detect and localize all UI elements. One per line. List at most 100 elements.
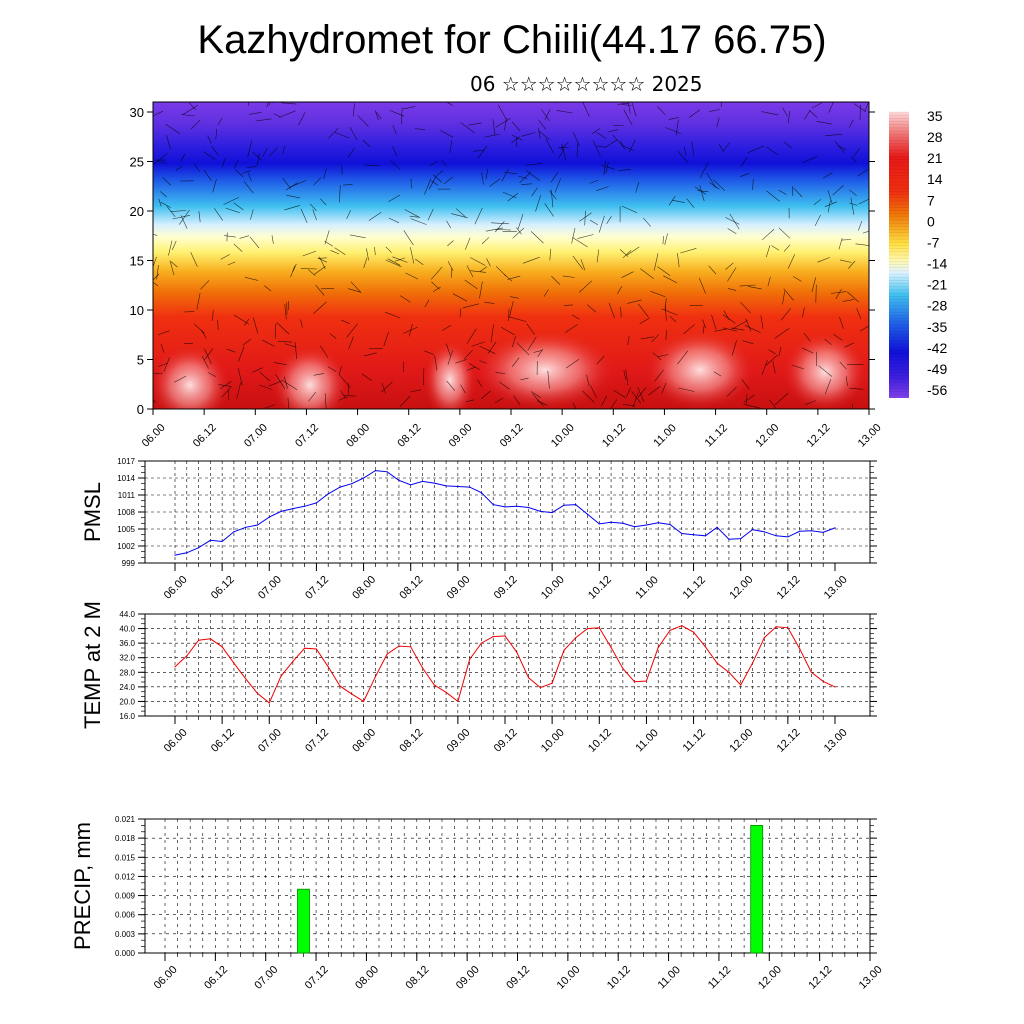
data-point: [728, 538, 730, 540]
wind-barb: [727, 228, 737, 234]
y-tick-label: 1005: [117, 525, 135, 534]
wind-barb: [244, 277, 259, 281]
wind-barb: [791, 364, 805, 370]
wind-barb: [725, 262, 734, 270]
wind-barb: [621, 271, 634, 278]
data-point: [386, 471, 388, 473]
x-tick-label: 09.12: [492, 727, 520, 755]
wind-barb: [740, 301, 751, 314]
wind-barb: [844, 342, 855, 348]
wind-barb: [661, 308, 678, 316]
wind-barb: [170, 210, 187, 212]
wind-barb: [294, 342, 298, 360]
wind-barb: [532, 393, 544, 407]
wind-barb: [334, 132, 350, 139]
wind-barb: [220, 381, 232, 390]
wind-barb: [517, 214, 524, 230]
wind-barb: [853, 103, 866, 112]
wind-barb: [392, 145, 397, 157]
wind-barb: [507, 192, 519, 202]
wind-barb: [772, 361, 776, 374]
wind-barb: [862, 230, 869, 234]
wind-barb: [157, 330, 170, 336]
y-tick-label: 24.0: [119, 683, 135, 692]
wind-barb: [677, 253, 680, 268]
wind-barb: [769, 399, 777, 409]
data-point: [716, 662, 718, 664]
x-tick-label: 10.00: [539, 574, 567, 602]
wind-barb: [608, 129, 618, 133]
data-point: [598, 627, 600, 629]
data-point: [586, 513, 589, 515]
wind-barb: [629, 139, 636, 153]
data-point: [763, 637, 765, 639]
wind-barb: [241, 170, 251, 174]
wind-barb: [183, 342, 194, 344]
wind-barb: [858, 198, 869, 205]
data-point: [728, 671, 730, 673]
wind-barb: [729, 213, 740, 230]
wind-barb: [495, 266, 507, 277]
wind-barb: [308, 269, 316, 276]
wind-barb: [714, 328, 727, 332]
wind-barb: [455, 208, 466, 218]
wind-barb: [233, 243, 243, 252]
data-point: [410, 484, 412, 486]
y-tick-label: 0.012: [115, 872, 136, 881]
wind-barb: [857, 169, 868, 177]
data-point: [563, 649, 565, 652]
wind-barb: [464, 279, 478, 290]
wind-barb: [859, 325, 869, 332]
wind-barb: [576, 143, 579, 158]
wind-barb: [765, 354, 778, 366]
wind-barb: [204, 348, 214, 361]
wind-barb: [471, 341, 485, 347]
wind-barb: [428, 175, 437, 190]
wind-barb: [838, 238, 843, 250]
wind-barb: [722, 314, 736, 324]
wind-barb: [243, 318, 250, 326]
wind-barb: [740, 173, 750, 177]
wind-barb: [662, 236, 664, 245]
wind-barb: [543, 289, 549, 297]
colorbar-label: -49: [927, 361, 947, 377]
wind-barb: [381, 381, 393, 393]
wind-barb: [276, 322, 290, 335]
wind-barb: [508, 308, 510, 322]
wind-barb: [835, 288, 842, 299]
wind-barb: [691, 141, 695, 156]
wind-barb: [233, 314, 250, 325]
data-point: [198, 547, 200, 549]
panel-frame: [144, 613, 871, 717]
wind-barb: [716, 117, 720, 128]
x-tick-label: 08.12: [397, 574, 425, 602]
colorbar-label: 21: [927, 150, 943, 166]
wind-barb: [193, 163, 201, 172]
x-tick-label: 13.00: [857, 964, 885, 992]
panel-ylabel: PRECIP, mm: [70, 822, 95, 950]
wind-barb: [600, 395, 608, 407]
wind-barb: [309, 203, 317, 212]
wind-barb: [463, 349, 473, 360]
wind-barb: [771, 245, 780, 251]
wind-barb: [824, 201, 838, 207]
data-point: [539, 687, 542, 689]
wind-barb: [217, 117, 223, 126]
panel-grid: [145, 818, 870, 954]
wind-barb: [348, 288, 361, 293]
wind-barb: [849, 387, 864, 390]
wind-barb: [485, 168, 489, 180]
wind-barb: [223, 197, 239, 205]
x-tick-label: 12.00: [756, 964, 784, 992]
wind-barb: [521, 132, 536, 137]
y-tick-label: 44.0: [119, 610, 135, 619]
wind-barb: [357, 115, 369, 127]
wind-barb: [722, 142, 730, 153]
data-point: [657, 522, 659, 524]
data-point: [598, 523, 600, 525]
wind-barb: [544, 109, 551, 120]
wind-barb: [436, 170, 444, 177]
wind-barb: [451, 213, 468, 219]
data-point: [492, 636, 494, 638]
